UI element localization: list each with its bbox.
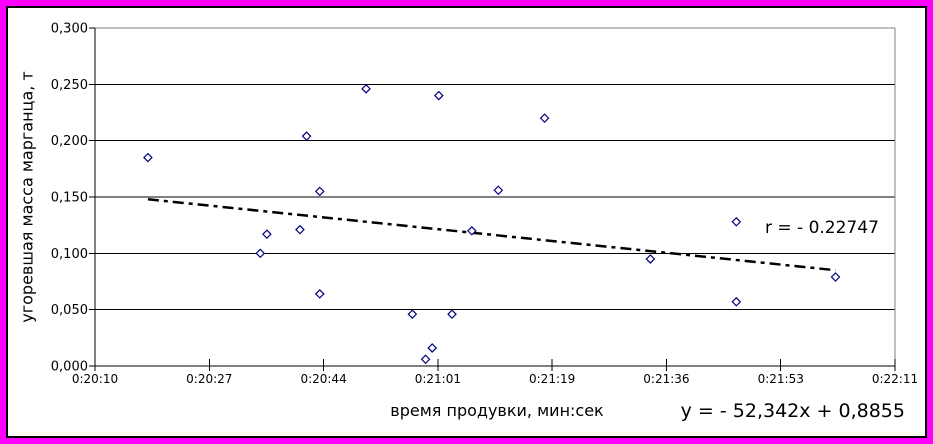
x-tick-label: 0:20:10 xyxy=(72,372,118,386)
y-tick-label: 0,150 xyxy=(51,191,88,206)
x-tick-label: 0:21:01 xyxy=(415,372,461,386)
y-tick-label: 0,050 xyxy=(51,303,88,318)
trendline xyxy=(147,198,836,272)
y-axis-title: угоревшая масса марганца, т xyxy=(17,71,37,323)
x-tick-label: 0:20:44 xyxy=(300,372,346,386)
data-point xyxy=(143,152,153,163)
data-point xyxy=(731,216,742,227)
data-point xyxy=(467,225,477,236)
data-point xyxy=(295,224,305,235)
chart-background xyxy=(8,8,925,436)
data-point xyxy=(539,113,550,123)
data-point xyxy=(493,185,504,196)
data-point xyxy=(731,296,742,307)
y-tick-label: 0,100 xyxy=(51,247,88,262)
x-tick-label: 0:20:27 xyxy=(186,372,232,386)
data-point xyxy=(427,343,438,353)
data-point xyxy=(420,354,431,365)
y-tick-label: 0,250 xyxy=(51,78,88,93)
data-point xyxy=(262,229,272,240)
data-point xyxy=(407,309,418,320)
x-tick-label: 0:21:53 xyxy=(758,372,804,386)
data-point xyxy=(314,186,325,197)
data-point xyxy=(645,254,656,264)
trendline-equation-label: y = - 52,342x + 0,8855 xyxy=(680,400,905,422)
x-tick-label: 0:21:19 xyxy=(529,372,575,386)
data-point xyxy=(255,248,266,259)
data-point xyxy=(314,289,325,299)
data-point xyxy=(830,272,841,282)
correlation-coefficient-label: r = - 0.22747 xyxy=(765,218,879,238)
data-point xyxy=(361,83,371,94)
y-tick-label: 0,200 xyxy=(51,134,88,149)
y-tick-label: 0,000 xyxy=(51,360,88,375)
data-point xyxy=(301,131,312,142)
x-axis-title: время продувки, мин:сек xyxy=(390,401,604,420)
y-tick-label: 0,300 xyxy=(51,22,88,37)
data-point xyxy=(447,309,457,320)
data-point xyxy=(433,90,444,101)
x-tick-label: 0:22:11 xyxy=(872,372,918,386)
x-tick-label: 0:21:36 xyxy=(643,372,689,386)
